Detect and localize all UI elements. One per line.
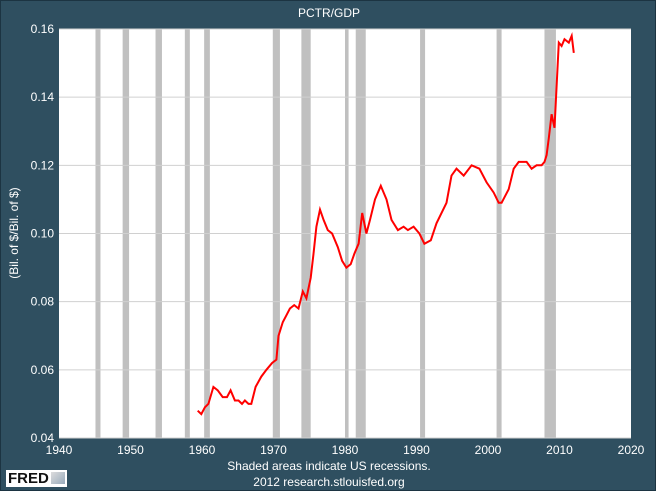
y-tick-label: 0.06 xyxy=(31,363,55,377)
x-tick-label: 2000 xyxy=(475,443,502,457)
y-tick-label: 0.12 xyxy=(31,158,55,172)
chart-title: PCTR/GDP xyxy=(297,6,360,20)
x-tick-label: 1970 xyxy=(260,443,287,457)
x-tick-label: 2010 xyxy=(546,443,573,457)
y-tick-label: 0.04 xyxy=(31,431,55,445)
recession-note: Shaded areas indicate US recessions. xyxy=(227,459,431,473)
source-note: 2012 research.stlouisfed.org xyxy=(253,475,405,489)
y-tick-label: 0.10 xyxy=(31,227,55,241)
x-tick-label: 1990 xyxy=(403,443,430,457)
x-tick-label: 1950 xyxy=(117,443,144,457)
fred-logo: FRED xyxy=(6,470,67,487)
y-tick-label: 0.14 xyxy=(31,90,55,104)
y-axis-label: (Bil. of $/Bil. of $) xyxy=(7,187,21,278)
x-tick-label: 2020 xyxy=(618,443,645,457)
series-line xyxy=(197,31,575,416)
y-tick-label: 0.16 xyxy=(31,22,55,36)
y-tick-label: 0.08 xyxy=(31,295,55,309)
x-tick-label: 1960 xyxy=(189,443,216,457)
x-tick-label: 1940 xyxy=(46,443,73,457)
chart-icon xyxy=(50,472,65,484)
x-tick-label: 1980 xyxy=(332,443,359,457)
